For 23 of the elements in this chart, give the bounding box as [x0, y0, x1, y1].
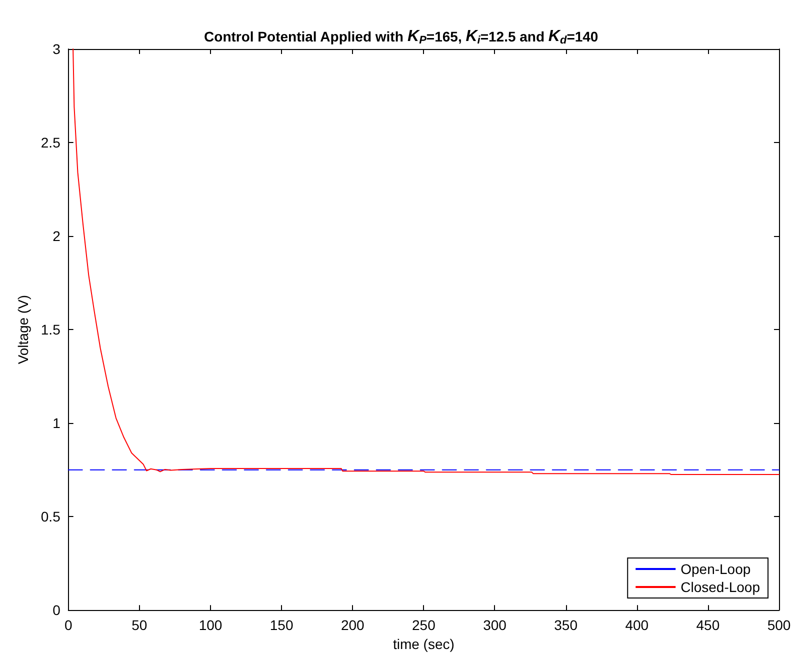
- line-series: [72, 48, 780, 475]
- y-tick-label: 0: [52, 602, 61, 618]
- x-tick-label: 250: [412, 617, 436, 634]
- x-tick-label: 0: [64, 617, 72, 634]
- x-tick-label: 100: [198, 617, 222, 634]
- x-tick-label: 400: [625, 617, 649, 634]
- y-tick-label: 0.5: [40, 508, 61, 525]
- y-tick-label: 2: [52, 228, 61, 244]
- x-tick-label: 300: [483, 617, 507, 634]
- y-tick-label: 1.5: [40, 322, 61, 338]
- legend-label: Open-Loop: [680, 561, 751, 577]
- y-tick-label: 2.5: [40, 134, 61, 151]
- x-tick-label: 200: [340, 617, 365, 634]
- x-tick-label: 150: [270, 617, 294, 634]
- x-axis-title: time (sec): [392, 636, 454, 652]
- legend-label: Closed-Loop: [680, 579, 760, 595]
- y-tick-label: 1: [52, 415, 61, 432]
- x-tick-label: 350: [554, 617, 578, 634]
- x-tick-label: 50: [132, 617, 148, 634]
- y-axis-title: Voltage (V): [15, 294, 31, 364]
- y-tick-label: 3: [52, 41, 61, 57]
- x-tick-label: 450: [696, 617, 720, 634]
- x-tick-label: 500: [767, 617, 791, 634]
